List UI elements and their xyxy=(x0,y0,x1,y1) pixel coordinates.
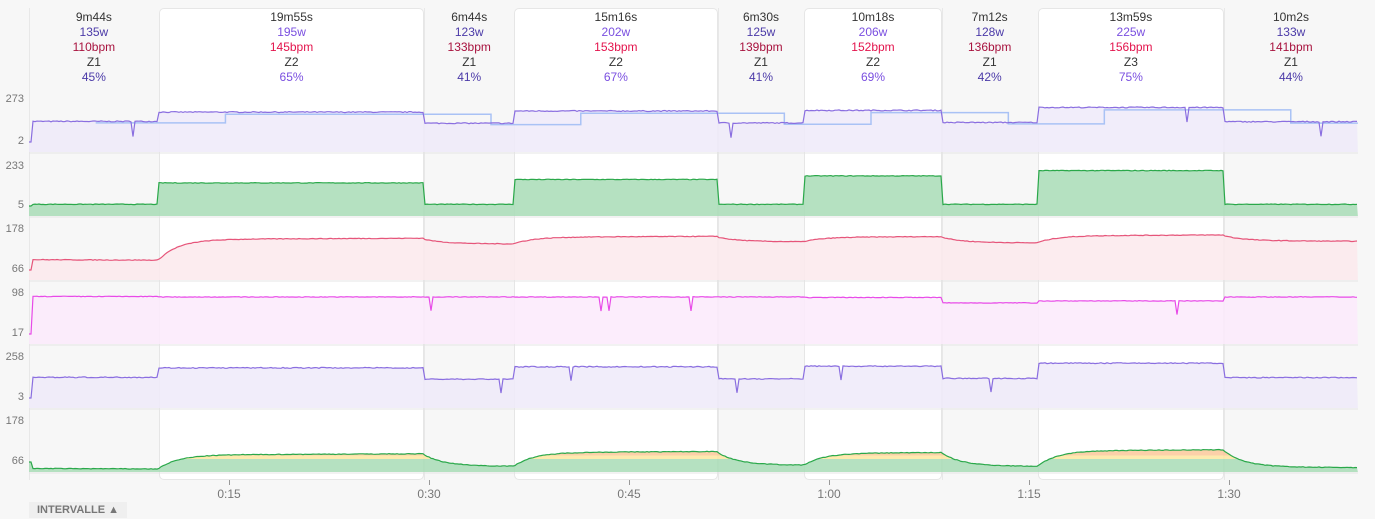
interval-zone: Z1 xyxy=(753,55,768,69)
interval-bpm: 153bpm xyxy=(594,40,638,54)
y-tick-label: 2 xyxy=(17,135,24,147)
chart-area-0 xyxy=(29,106,1358,152)
interval-watts: 195w xyxy=(277,25,306,39)
interval-bpm: 156bpm xyxy=(1109,40,1153,54)
chart-line-0 xyxy=(29,106,1358,143)
chart-area-2 xyxy=(29,234,1358,280)
interval-duration: 6m44s xyxy=(451,10,488,24)
interval-zone: Z3 xyxy=(1123,55,1138,69)
interval-header[interactable]: 10m18s 206w 152bpm Z2 69% xyxy=(804,10,941,85)
interval-watts: 202w xyxy=(601,25,631,39)
interval-watts: 128w xyxy=(975,25,1004,39)
interval-zone: Z2 xyxy=(865,55,880,69)
interval-header[interactable]: 6m30s 125w 139bpm Z1 41% xyxy=(718,10,805,85)
x-tick-mark xyxy=(429,480,430,485)
interval-watts: 206w xyxy=(858,25,888,39)
interval-bpm: 133bpm xyxy=(447,40,491,54)
target-power-line xyxy=(95,109,1358,126)
chart-line-3 xyxy=(29,295,1358,335)
interval-header[interactable]: 7m12s 128w 136bpm Z1 42% xyxy=(942,10,1038,85)
interval-zone: Z2 xyxy=(608,55,623,69)
y-tick-label: 178 xyxy=(5,223,24,235)
interval-watts: 135w xyxy=(79,25,109,39)
interval-duration: 15m16s xyxy=(594,10,638,24)
interval-bpm: 141bpm xyxy=(1269,40,1313,54)
x-tick-mark xyxy=(1029,480,1030,485)
interval-percent: 75% xyxy=(1118,70,1143,84)
interval-bpm: 136bpm xyxy=(967,40,1012,54)
x-tick-label: 1:15 xyxy=(1017,487,1041,501)
chart-area-3 xyxy=(29,296,1358,344)
y-tick-label: 98 xyxy=(11,287,24,299)
y-tick-label: 5 xyxy=(17,199,24,211)
y-tick-label: 17 xyxy=(11,327,24,339)
y-tick-label: 233 xyxy=(5,160,24,172)
interval-percent: 41% xyxy=(748,70,773,84)
interval-percent: 41% xyxy=(457,70,482,84)
interval-duration: 7m12s xyxy=(971,10,1008,24)
interval-watts: 225w xyxy=(1116,25,1146,39)
y-tick-label: 258 xyxy=(5,351,24,363)
x-tick-label: 1:30 xyxy=(1217,487,1241,501)
x-tick-mark xyxy=(229,480,230,485)
interval-zone: Z1 xyxy=(86,55,101,69)
x-tick-mark xyxy=(1229,480,1230,485)
interval-header[interactable]: 9m44s 135w 110bpm Z1 45% xyxy=(29,10,159,85)
interval-percent: 65% xyxy=(279,70,304,84)
y-tick-label: 3 xyxy=(17,391,24,403)
chart-line-5 xyxy=(29,448,1358,470)
x-tick-label: 0:30 xyxy=(417,487,441,501)
interval-duration: 10m18s xyxy=(851,10,895,24)
y-tick-label: 178 xyxy=(5,415,24,427)
rest-interval-column[interactable] xyxy=(29,8,160,480)
interval-duration: 9m44s xyxy=(75,10,112,24)
chart-line-2 xyxy=(29,234,1358,271)
interval-duration: 10m2s xyxy=(1272,10,1309,24)
interval-zone: Z1 xyxy=(982,55,997,69)
x-tick-label: 0:15 xyxy=(217,487,241,501)
interval-zone: Z2 xyxy=(284,55,299,69)
interval-header[interactable]: 10m2s 133w 141bpm Z1 44% xyxy=(1224,10,1358,85)
y-tick-label: 66 xyxy=(11,455,24,467)
x-tick-mark xyxy=(829,480,830,485)
interval-percent: 69% xyxy=(860,70,885,84)
interval-duration: 19m55s xyxy=(270,10,313,24)
interval-bpm: 110bpm xyxy=(72,40,116,54)
chart-area-5 xyxy=(29,449,1358,472)
interval-header[interactable]: 13m59s 225w 156bpm Z3 75% xyxy=(1038,10,1224,85)
x-tick-mark xyxy=(629,480,630,485)
interval-duration: 6m30s xyxy=(742,10,779,24)
interval-zone: Z1 xyxy=(1283,55,1298,69)
intervals-toggle-button[interactable]: INTERVALLE ▲ xyxy=(29,502,127,518)
interval-header[interactable]: 15m16s 202w 153bpm Z2 67% xyxy=(514,10,718,85)
interval-percent: 44% xyxy=(1278,70,1303,84)
interval-duration: 13m59s xyxy=(1109,10,1153,24)
interval-bpm: 145bpm xyxy=(269,40,314,54)
y-tick-label: 273 xyxy=(5,93,24,105)
interval-zone: Z1 xyxy=(462,55,477,69)
interval-percent: 42% xyxy=(977,70,1002,84)
x-tick-label: 1:00 xyxy=(817,487,841,501)
interval-bpm: 139bpm xyxy=(739,40,783,54)
y-tick-label: 66 xyxy=(11,263,24,275)
chart-line-1 xyxy=(29,169,1358,207)
x-tick-label: 0:45 xyxy=(617,487,641,501)
chart-area-4 xyxy=(29,362,1358,408)
interval-header[interactable]: 19m55s 195w 145bpm Z2 65% xyxy=(159,10,425,85)
interval-header[interactable]: 6m44s 123w 133bpm Z1 41% xyxy=(424,10,514,85)
interval-watts: 133w xyxy=(1276,25,1306,39)
interval-percent: 67% xyxy=(603,70,628,84)
interval-watts: 125w xyxy=(746,25,776,39)
interval-watts: 123w xyxy=(454,25,484,39)
interval-percent: 45% xyxy=(81,70,106,84)
chart-area-1 xyxy=(29,170,1358,216)
chart-line-4 xyxy=(29,362,1358,399)
interval-bpm: 152bpm xyxy=(851,40,895,54)
